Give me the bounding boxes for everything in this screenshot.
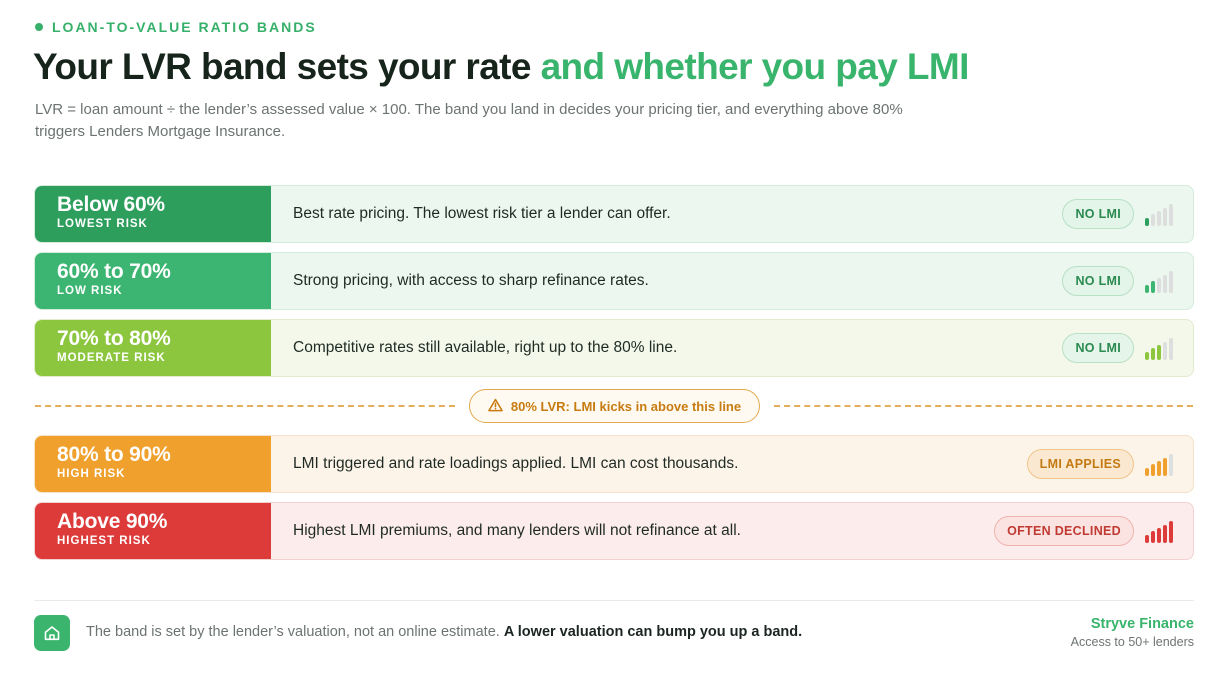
footer-divider <box>34 600 1194 601</box>
risk-bar <box>1157 528 1161 543</box>
footer-note-emphasis: A lower valuation can bump you up a band… <box>503 624 803 640</box>
band-badge: NO LMI <box>1062 266 1134 296</box>
band-description: Best rate pricing. The lowest risk tier … <box>293 205 671 222</box>
risk-bar <box>1169 204 1173 226</box>
band-description: Strong pricing, with access to sharp ref… <box>293 272 649 289</box>
footer-note: The band is set by the lender’s valuatio… <box>86 624 802 640</box>
threshold-dashed-line-left <box>35 405 455 407</box>
risk-level-bars <box>1145 519 1173 543</box>
band-description: LMI triggered and rate loadings applied.… <box>293 455 739 472</box>
band-description: Highest LMI premiums, and many lenders w… <box>293 522 741 539</box>
band-label: 60% to 70% LOW RISK <box>35 253 271 309</box>
band-risk: HIGH RISK <box>57 468 126 480</box>
risk-bar <box>1151 531 1155 543</box>
risk-bar <box>1151 281 1155 293</box>
risk-bar <box>1163 458 1167 476</box>
risk-level-bars <box>1145 269 1173 293</box>
risk-bar <box>1169 521 1173 543</box>
brand-name: Stryve Finance <box>1090 616 1194 632</box>
risk-level-bars <box>1145 336 1173 360</box>
title-main: Your LVR band sets your rate <box>33 46 531 87</box>
page-subtitle: LVR = loan amount ÷ the lender’s assesse… <box>35 101 903 140</box>
risk-bar <box>1157 461 1161 476</box>
band-row: 60% to 70% LOW RISK Strong pricing, with… <box>34 252 1194 310</box>
band-range: 80% to 90% <box>57 443 171 466</box>
risk-level-bars <box>1145 202 1173 226</box>
risk-bar <box>1163 342 1167 360</box>
band-row: 80% to 90% HIGH RISK LMI triggered and r… <box>34 435 1194 493</box>
band-range: Above 90% <box>57 510 168 533</box>
band-row: 70% to 80% MODERATE RISK Competitive rat… <box>34 319 1194 377</box>
risk-bar <box>1157 278 1161 293</box>
band-row: Below 60% LOWEST RISK Best rate pricing.… <box>34 185 1194 243</box>
band-range: Below 60% <box>57 193 165 216</box>
risk-bar <box>1145 285 1149 293</box>
band-badge: LMI APPLIES <box>1026 449 1134 479</box>
brand-block: Stryve Finance Access to 50+ lenders <box>1071 616 1194 649</box>
risk-bar <box>1151 214 1155 226</box>
risk-bar <box>1163 275 1167 293</box>
band-range: 70% to 80% <box>57 327 171 350</box>
lmi-threshold: 80% LVR: LMI kicks in above this line <box>35 389 1193 423</box>
band-row: Above 90% HIGHEST RISK Highest LMI premi… <box>34 502 1194 560</box>
risk-bar <box>1145 535 1149 543</box>
band-badge: NO LMI <box>1062 333 1134 363</box>
eyebrow-dot <box>35 23 43 31</box>
risk-bar <box>1157 211 1161 226</box>
risk-bar <box>1151 464 1155 476</box>
risk-bar <box>1169 338 1173 360</box>
risk-bar <box>1145 352 1149 360</box>
band-risk: LOWEST RISK <box>57 218 148 230</box>
band-label: 70% to 80% MODERATE RISK <box>35 320 271 376</box>
home-icon <box>34 615 70 651</box>
brand-tagline: Access to 50+ lenders <box>1070 635 1194 649</box>
risk-bar <box>1163 525 1167 543</box>
footer-note-text: The band is set by the lender’s valuatio… <box>86 624 504 640</box>
band-risk: MODERATE RISK <box>57 352 166 364</box>
threshold-dashed-line-right <box>774 405 1193 407</box>
band-label: Below 60% LOWEST RISK <box>35 186 271 242</box>
risk-bar <box>1151 348 1155 360</box>
page-title: Your LVR band sets your rate and whether… <box>33 46 969 88</box>
risk-bar <box>1145 218 1149 226</box>
title-highlight: and whether you pay LMI <box>540 46 970 87</box>
band-badge: OFTEN DECLINED <box>994 516 1134 546</box>
band-description: Competitive rates still available, right… <box>293 339 678 356</box>
threshold-label: 80% LVR: LMI kicks in above this line <box>510 398 742 414</box>
risk-bar <box>1169 454 1173 476</box>
risk-bar <box>1157 345 1161 360</box>
band-badge: NO LMI <box>1062 199 1134 229</box>
risk-bar <box>1169 271 1173 293</box>
risk-level-bars <box>1145 452 1173 476</box>
risk-bar <box>1163 208 1167 226</box>
band-label: Above 90% HIGHEST RISK <box>35 503 271 559</box>
band-range: 60% to 70% <box>57 260 171 283</box>
warning-icon <box>488 398 503 415</box>
band-label: 80% to 90% HIGH RISK <box>35 436 271 492</box>
threshold-pill: 80% LVR: LMI kicks in above this line <box>469 389 760 423</box>
band-risk: LOW RISK <box>57 285 123 297</box>
risk-bar <box>1145 468 1149 476</box>
eyebrow: LOAN-TO-VALUE RATIO BANDS <box>35 19 317 35</box>
eyebrow-label: LOAN-TO-VALUE RATIO BANDS <box>52 19 317 35</box>
band-risk: HIGHEST RISK <box>57 535 151 547</box>
